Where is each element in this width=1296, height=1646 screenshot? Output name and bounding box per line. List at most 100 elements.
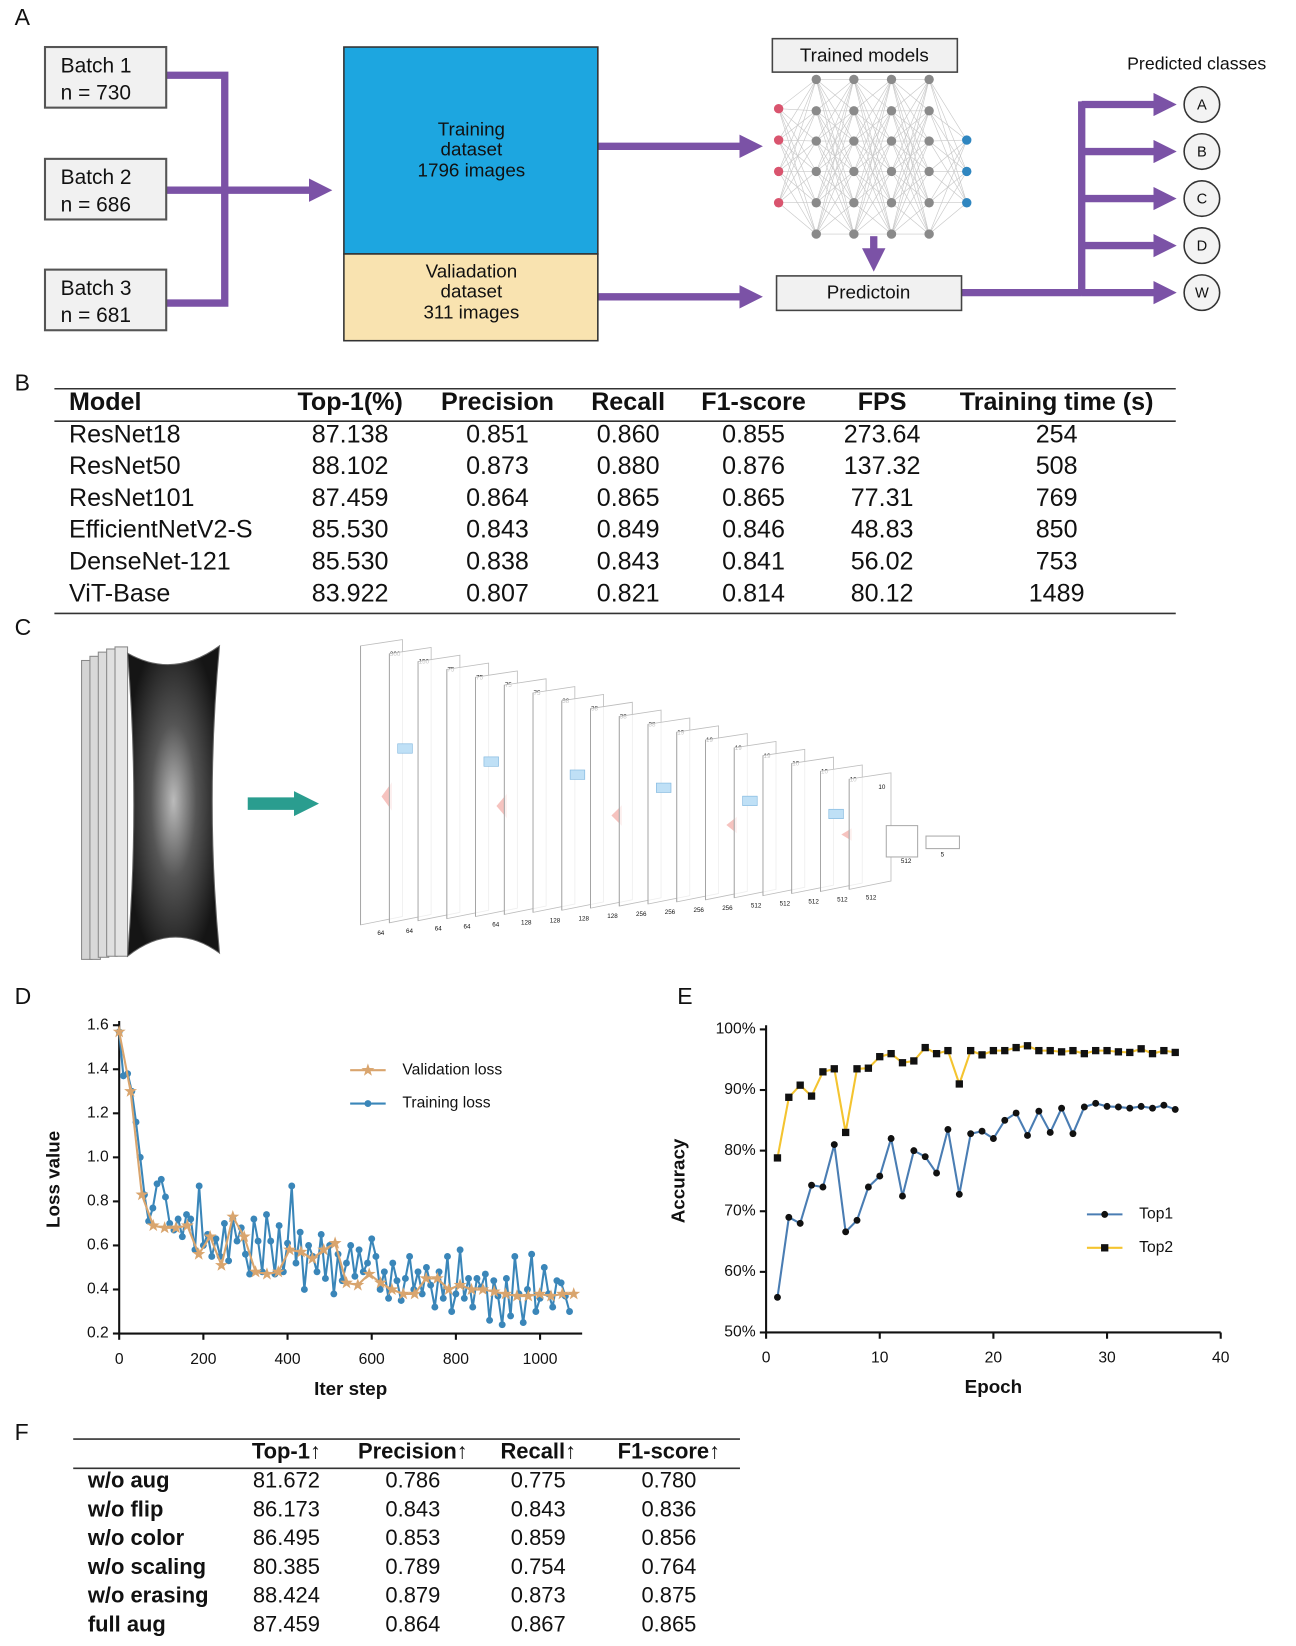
marker bbox=[431, 1303, 439, 1311]
marker bbox=[1012, 1109, 1020, 1117]
edge bbox=[891, 79, 930, 203]
layer-channels: 512 bbox=[780, 901, 791, 908]
edge bbox=[778, 79, 817, 109]
edge bbox=[853, 79, 892, 172]
marker bbox=[1035, 1046, 1043, 1055]
marker bbox=[124, 1084, 138, 1097]
edge bbox=[815, 140, 855, 235]
neuron bbox=[962, 166, 972, 177]
marker bbox=[887, 1049, 895, 1058]
neuron bbox=[924, 74, 934, 85]
class-node bbox=[1183, 274, 1221, 312]
table-header: Top-1↑ bbox=[252, 1438, 321, 1463]
x-tick-label: 40 bbox=[1212, 1350, 1230, 1367]
neuron bbox=[849, 136, 859, 146]
marker bbox=[313, 1268, 321, 1276]
table-cell: 0.821 bbox=[597, 579, 660, 607]
table-cell: 56.02 bbox=[851, 548, 914, 576]
network-layers: 3006415064756475647564751283812838128381… bbox=[360, 639, 960, 937]
edge bbox=[928, 140, 967, 172]
marker bbox=[397, 1297, 405, 1304]
marker bbox=[250, 1215, 258, 1223]
x-tick-label: 0 bbox=[115, 1351, 124, 1368]
marker bbox=[978, 1127, 986, 1135]
marker bbox=[453, 1278, 467, 1291]
marker bbox=[511, 1252, 519, 1260]
marker bbox=[226, 1209, 240, 1223]
marker bbox=[540, 1264, 548, 1271]
marker bbox=[328, 1236, 342, 1249]
marker bbox=[932, 1049, 941, 1058]
edge bbox=[778, 139, 817, 172]
marker bbox=[260, 1267, 274, 1280]
marker bbox=[1149, 1104, 1156, 1112]
table-cell: 0.873 bbox=[466, 452, 529, 480]
panel-label: C bbox=[15, 614, 32, 640]
batch-name: Batch 1 bbox=[61, 54, 132, 77]
table-cell: 1489 bbox=[1029, 579, 1085, 607]
table-cell: 0.880 bbox=[597, 452, 660, 480]
x-tick-label: 30 bbox=[1098, 1350, 1116, 1367]
marker bbox=[212, 1235, 220, 1243]
marker bbox=[343, 1259, 350, 1267]
marker bbox=[910, 1057, 918, 1065]
panel-a: Batch 1 n = 730 Batch 2 n = 686 Batch 3 … bbox=[43, 37, 1266, 342]
marker bbox=[841, 1128, 850, 1137]
table-header: Model bbox=[69, 388, 141, 416]
marker bbox=[246, 1270, 254, 1278]
marker bbox=[294, 1245, 308, 1258]
table-cell: 508 bbox=[1036, 452, 1078, 480]
marker bbox=[796, 1219, 804, 1227]
layer-channels: 256 bbox=[665, 909, 676, 916]
marker bbox=[469, 1303, 477, 1311]
table-cell: 0.843 bbox=[385, 1496, 440, 1521]
marker bbox=[989, 1046, 998, 1055]
edge bbox=[816, 79, 855, 112]
marker bbox=[898, 1059, 907, 1067]
edge bbox=[778, 79, 817, 141]
neuron bbox=[849, 166, 859, 177]
training-text: Training bbox=[438, 119, 505, 140]
table-cell: 80.12 bbox=[851, 579, 914, 607]
edge bbox=[815, 110, 855, 235]
layer-channels: 512 bbox=[751, 903, 762, 910]
marker bbox=[452, 1290, 460, 1298]
marker bbox=[899, 1192, 906, 1200]
table-header: Recall bbox=[591, 388, 665, 416]
marker bbox=[305, 1241, 313, 1249]
layer-channels: 512 bbox=[808, 899, 819, 906]
y-tick-label: 1.0 bbox=[87, 1148, 109, 1165]
marker bbox=[418, 1290, 426, 1298]
y-tick-label: 0.2 bbox=[87, 1325, 109, 1342]
table-cell: 0.754 bbox=[511, 1554, 566, 1579]
marker bbox=[1160, 1046, 1168, 1055]
neuron bbox=[886, 166, 897, 177]
x-tick-label: 0 bbox=[762, 1350, 771, 1367]
marker bbox=[499, 1287, 513, 1300]
marker bbox=[374, 1276, 388, 1289]
marker bbox=[288, 1182, 296, 1190]
table-cell: w/o erasing bbox=[87, 1583, 209, 1608]
table-header: FPS bbox=[858, 388, 907, 416]
table-cell: ResNet18 bbox=[69, 420, 181, 448]
table-cell: 85.530 bbox=[312, 548, 389, 576]
table-cell: 0.864 bbox=[385, 1611, 440, 1636]
marker bbox=[283, 1243, 297, 1256]
edge bbox=[815, 79, 855, 172]
y-tick-label: 100% bbox=[716, 1021, 756, 1038]
marker bbox=[1069, 1046, 1077, 1055]
edge bbox=[891, 140, 930, 235]
neuron bbox=[849, 74, 859, 85]
marker bbox=[414, 1268, 422, 1276]
legend-label: Top2 bbox=[1139, 1239, 1173, 1256]
table-cell: 83.922 bbox=[312, 579, 389, 607]
marker bbox=[955, 1190, 963, 1198]
layer-channels: 64 bbox=[435, 926, 442, 933]
table-cell: 0.849 bbox=[597, 516, 660, 544]
edge bbox=[928, 110, 968, 203]
marker bbox=[153, 1180, 161, 1188]
edge bbox=[928, 139, 968, 203]
marker bbox=[460, 1294, 468, 1302]
table-cell: 0.867 bbox=[511, 1611, 566, 1636]
fc-layer bbox=[885, 825, 919, 858]
